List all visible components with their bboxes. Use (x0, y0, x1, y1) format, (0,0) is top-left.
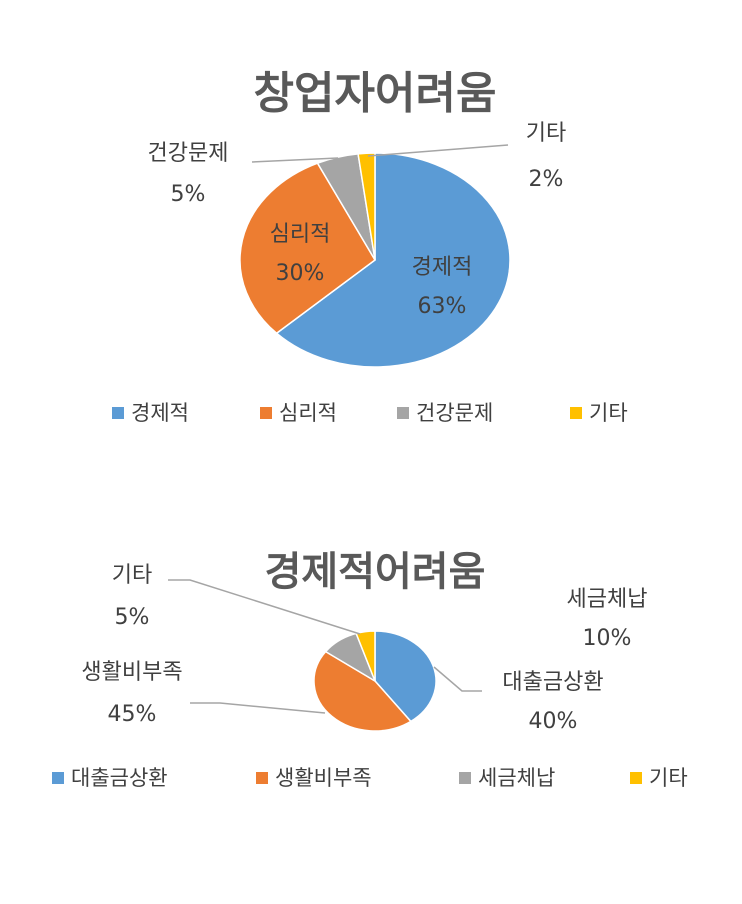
chart-1-value-psych: 30% (276, 261, 325, 286)
chart-1-title: 창업자어려움 (254, 68, 497, 119)
chart-1-label-health: 건강문제 (148, 141, 229, 166)
chart-1-label-economic: 경제적 (412, 255, 473, 280)
chart-2-value-other: 5% (115, 605, 150, 630)
chart-1-slice-psych (239, 162, 376, 335)
chart-1-leader-other (367, 144, 509, 157)
chart-1-legend: 경제적 심리적 건강문제 기타 (112, 401, 628, 425)
chart-1-legend-label-economic: 경제적 (131, 401, 189, 425)
chart-1-value-economic: 63% (418, 294, 467, 319)
chart-2-label-loan: 대출금상환 (502, 670, 603, 695)
chart-1-legend-swatch-other (570, 407, 582, 419)
chart-2-legend-swatch-loan (52, 772, 64, 784)
chart-1: 창업자어려움 경제적 63% 심리적 30% 건강문제 5% 기타 2% 경제적… (112, 68, 628, 425)
chart-2-value-loan: 40% (529, 709, 578, 734)
chart-1-label-other: 기타 (526, 121, 566, 146)
chart-2-legend-label-loan: 대출금상환 (71, 766, 168, 790)
chart-1-legend-label-health: 건강문제 (416, 401, 493, 425)
chart-2-value-living: 45% (108, 702, 157, 727)
chart-2-pie (313, 630, 437, 732)
chart-2-label-other: 기타 (112, 563, 152, 588)
chart-2-slice-loan (374, 630, 437, 723)
chart-2-legend-swatch-tax (459, 772, 471, 784)
chart-1-legend-label-other: 기타 (589, 401, 628, 425)
chart-2-legend-label-tax: 세금체납 (478, 766, 555, 790)
chart-2-leader-loan (433, 666, 482, 692)
chart-2-legend-swatch-living (256, 772, 268, 784)
chart-2-legend-swatch-other (630, 772, 642, 784)
chart-2-slice-living (313, 650, 413, 732)
chart-1-leader-health (251, 157, 339, 163)
chart-1-slice-other (357, 152, 376, 261)
chart-1-pie (239, 152, 511, 368)
chart-2-legend-label-other: 기타 (649, 766, 688, 790)
chart-2-title: 경제적어려움 (265, 549, 486, 595)
chart-1-legend-label-psych: 심리적 (279, 401, 337, 425)
chart-1-slice-economic (275, 152, 511, 368)
chart-1-legend-swatch-health (397, 407, 409, 419)
chart-2-leader-other (168, 579, 361, 635)
chart-2-value-tax: 10% (583, 626, 632, 651)
chart-1-value-health: 5% (171, 182, 206, 207)
chart-2-leader-living (190, 702, 326, 714)
chart-2-legend: 대출금상환 생활비부족 세금체납 기타 (52, 766, 688, 790)
chart-1-value-other: 2% (529, 167, 564, 192)
chart-1-label-psych: 심리적 (270, 222, 331, 247)
chart-1-legend-swatch-economic (112, 407, 124, 419)
chart-2-legend-label-living: 생활비부족 (275, 766, 372, 790)
chart-1-legend-swatch-psych (260, 407, 272, 419)
chart-2-label-living: 생활비부족 (81, 660, 182, 685)
chart-2-label-tax: 세금체납 (567, 587, 648, 612)
chart-2: 경제적어려움 기타 5% 세금체납 10% 생활비부족 45% 대출금상환 40… (52, 549, 688, 790)
